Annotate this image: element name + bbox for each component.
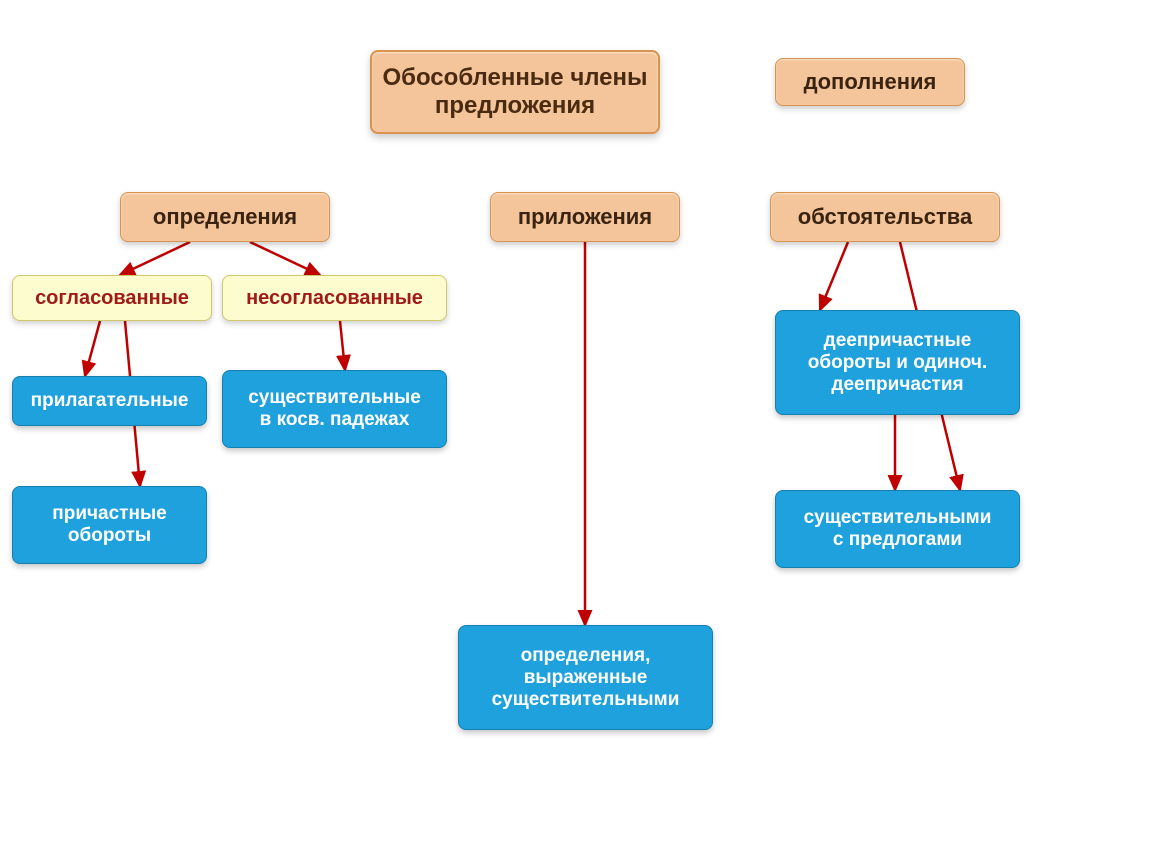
node-title: Обособленные члены предложения	[370, 50, 660, 134]
node-sushkosv: существительные в косв. падежах	[222, 370, 447, 448]
node-deepr: деепричастные обороты и одиноч. дееприча…	[775, 310, 1020, 415]
node-prilag: прилагательные	[12, 376, 207, 426]
node-sushpred: существительными с предлогами	[775, 490, 1020, 568]
edge-soglas-prilag	[85, 321, 100, 376]
edge-opred-soglas	[120, 242, 190, 275]
node-prilozh: приложения	[490, 192, 680, 242]
node-soglas: согласованные	[12, 275, 212, 321]
node-obst: обстоятельства	[770, 192, 1000, 242]
node-nesoglas: несогласованные	[222, 275, 447, 321]
node-prichob: причастные обороты	[12, 486, 207, 564]
edge-opred-nesoglas	[250, 242, 320, 275]
edge-obst-deepr	[820, 242, 848, 310]
node-opred: определения	[120, 192, 330, 242]
edge-nesoglas-sushkosv	[340, 321, 345, 370]
node-dopoln: дополнения	[775, 58, 965, 106]
node-opredvyr: определения, выраженные существительными	[458, 625, 713, 730]
